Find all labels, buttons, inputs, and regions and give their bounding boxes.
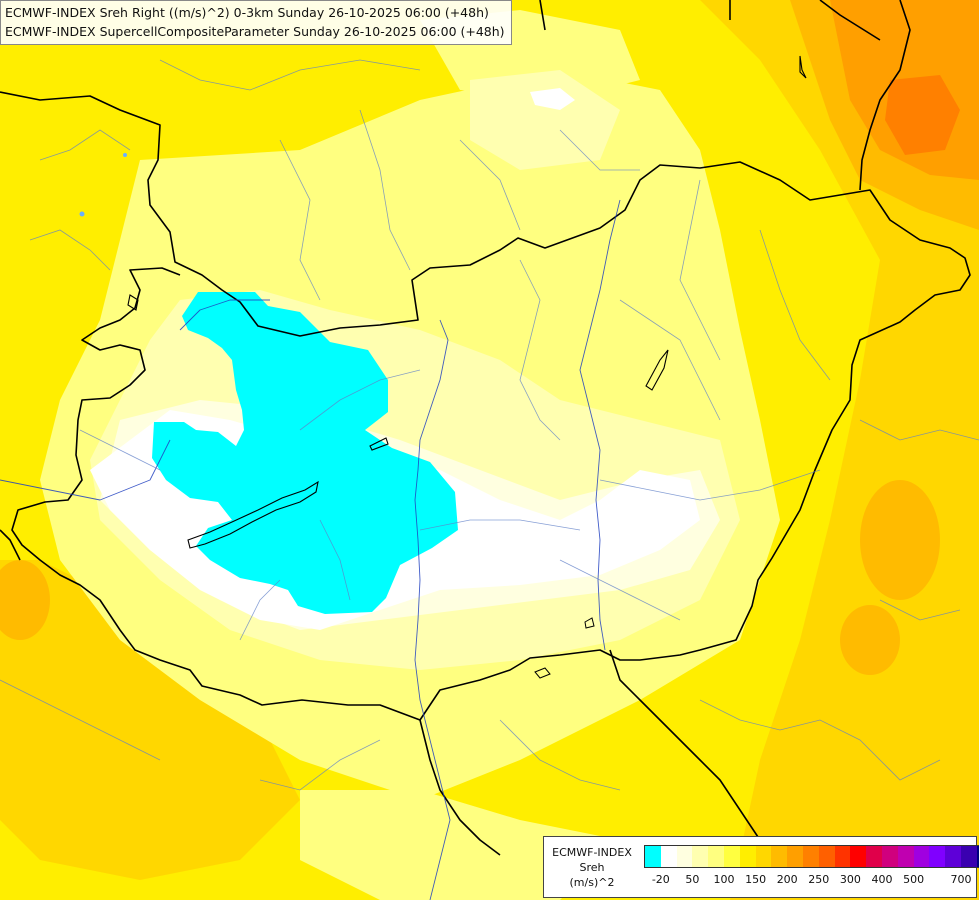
legend-tick: 50 <box>685 873 700 886</box>
sreh-gold-area <box>700 0 979 900</box>
legend-tick-labels: -20 50 100 150 200 250 300 400 500 700 <box>644 873 972 889</box>
color-legend: ECMWF-INDEX Sreh (m/s)^2 -20 50 100 150 200 2… <box>543 836 979 898</box>
legend-tick: 100 <box>713 873 735 886</box>
legend-swatch <box>771 846 788 867</box>
lakes <box>127 55 807 549</box>
map-title-box: ECMWF-INDEX Sreh Right ((m/s)^2) 0-3km S… <box>0 0 512 45</box>
sreh-white-area <box>530 88 575 110</box>
legend-tick: 500 <box>903 873 925 886</box>
island-outline <box>534 667 551 679</box>
rivers <box>0 199 621 900</box>
region-boundaries <box>0 59 979 791</box>
legend-tick: 400 <box>871 873 893 886</box>
legend-swatch <box>645 846 661 867</box>
map-title-line-1: ECMWF-INDEX Sreh Right ((m/s)^2) 0-3km S… <box>5 5 489 20</box>
legend-tick: 200 <box>776 873 798 886</box>
legend-swatch <box>897 846 914 867</box>
legend-swatch <box>929 846 946 867</box>
country-borders <box>0 0 971 856</box>
sreh-orange-area <box>840 605 900 675</box>
legend-color-bar <box>644 845 979 868</box>
sreh-gold-area <box>0 560 300 880</box>
city-marker <box>123 153 127 157</box>
sreh-orange-area <box>860 480 940 600</box>
legend-swatch <box>739 846 756 867</box>
legend-swatch <box>660 846 677 867</box>
legend-swatch <box>723 846 740 867</box>
sreh-light-yellow-area <box>470 70 620 170</box>
legend-tick: 150 <box>745 873 767 886</box>
legend-label-model: ECMWF-INDEX <box>552 846 632 859</box>
city-marker <box>79 211 85 217</box>
legend-label-variable: Sreh <box>579 861 605 874</box>
legend-swatch <box>802 846 819 867</box>
legend-tick: 300 <box>839 873 861 886</box>
legend-caption: ECMWF-INDEX Sreh (m/s)^2 <box>546 845 638 890</box>
legend-swatch <box>676 846 693 867</box>
legend-swatch <box>834 846 851 867</box>
sreh-pale-yellow-area <box>300 790 620 900</box>
map-title-line-2: ECMWF-INDEX SupercellCompositeParameter … <box>5 24 505 39</box>
sreh-deeporange-area <box>885 75 960 155</box>
legend-swatch <box>945 846 961 867</box>
legend-swatch <box>881 846 898 867</box>
legend-tick: 700 <box>950 873 972 886</box>
sreh-orange-area <box>0 560 50 640</box>
legend-swatch <box>850 846 867 867</box>
legend-swatch <box>755 846 772 867</box>
legend-label-unit: (m/s)^2 <box>569 876 615 889</box>
legend-swatch <box>960 846 977 867</box>
legend-swatch <box>913 846 930 867</box>
legend-swatch <box>976 846 979 867</box>
legend-swatch <box>866 846 882 867</box>
legend-swatch <box>692 846 709 867</box>
island-outline <box>584 617 595 629</box>
legend-tick: -20 <box>651 873 670 886</box>
legend-swatch <box>787 846 803 867</box>
legend-swatch <box>818 846 835 867</box>
sreh-cyan-area <box>152 292 458 614</box>
legend-tick: 250 <box>808 873 830 886</box>
legend-swatch <box>708 846 724 867</box>
